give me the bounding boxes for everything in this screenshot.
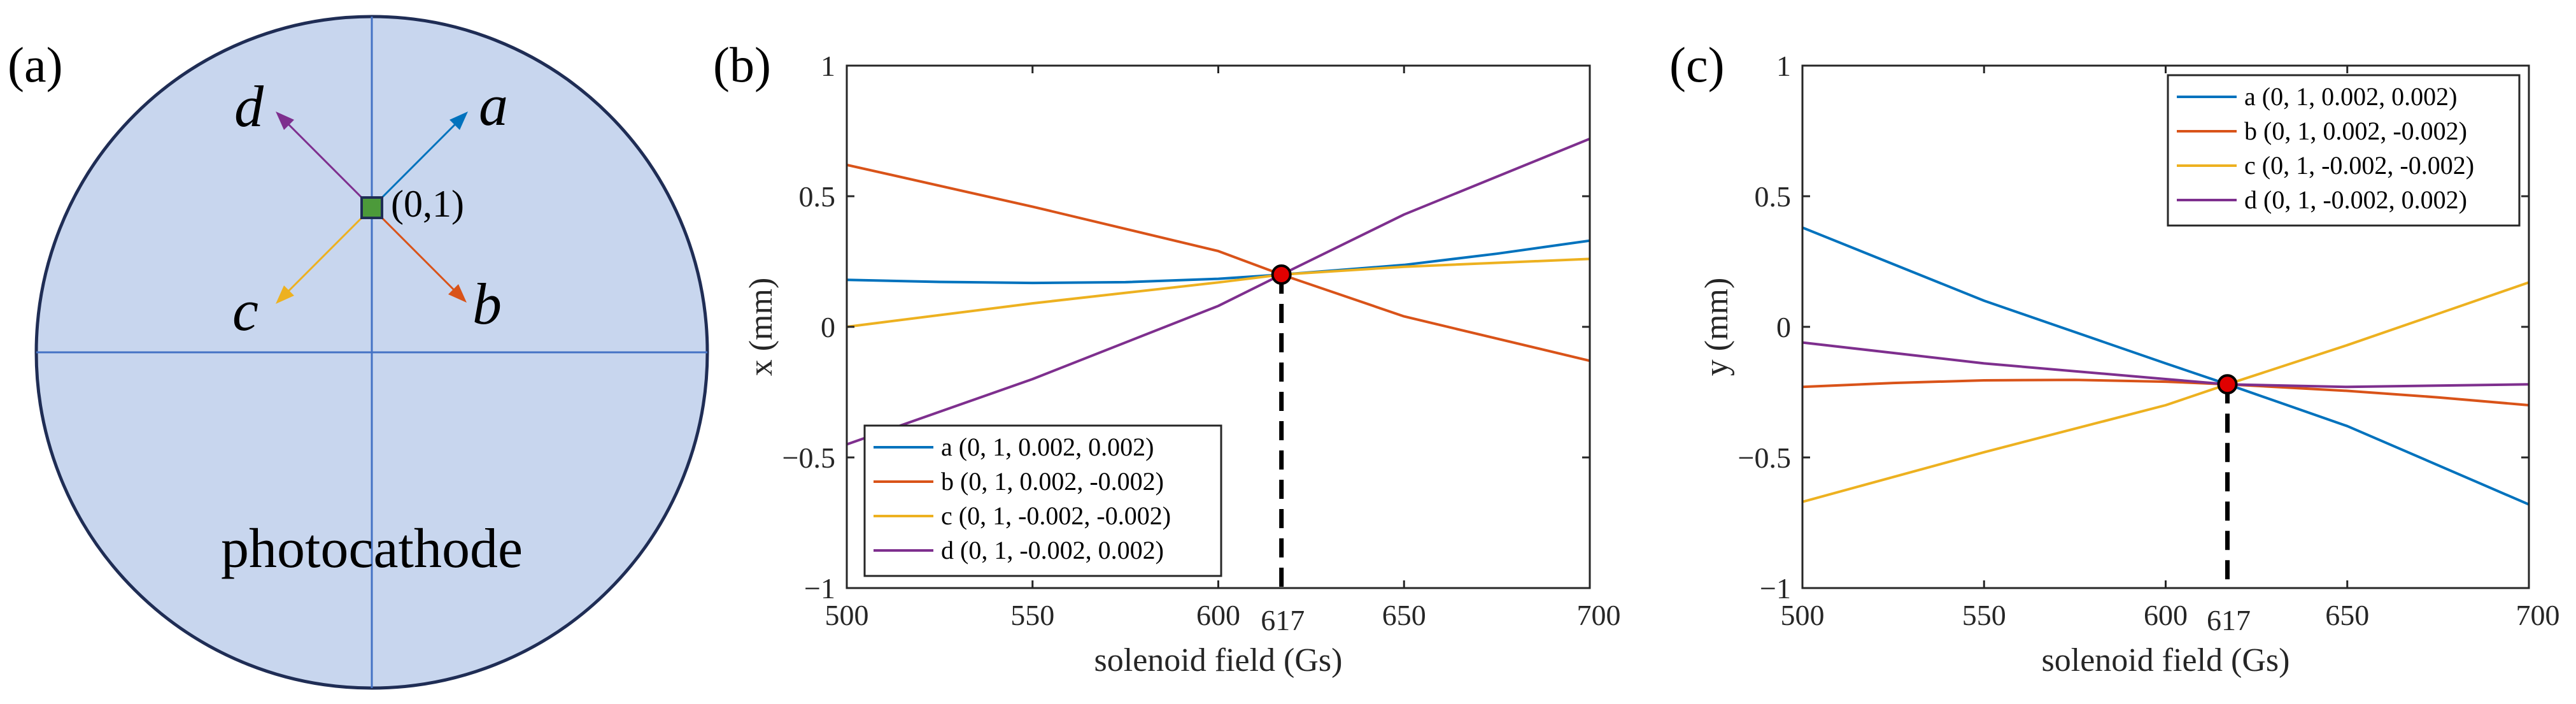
vector-label-a: a — [479, 73, 508, 138]
crossing-tick-label: 617 — [2207, 604, 2251, 636]
vector-label-b: b — [472, 271, 502, 336]
x-tick-label: 600 — [1196, 599, 1240, 631]
x-tick-label: 550 — [1010, 599, 1054, 631]
x-tick-label: 700 — [2516, 599, 2560, 631]
y-tick-label: 1 — [821, 50, 835, 82]
x-tick-label: 500 — [1781, 599, 1825, 631]
panel-label-c: (c) — [1669, 37, 1725, 92]
y-tick-label: 0 — [1776, 311, 1791, 343]
panel-label-a: (a) — [8, 37, 63, 92]
y-tick-label: 0 — [821, 311, 835, 343]
vector-label-c: c — [232, 278, 258, 343]
legend: a (0, 1, 0.002, 0.002) b (0, 1, 0.002, -0… — [2167, 74, 2521, 227]
y-tick-label: 1 — [1776, 50, 1791, 82]
y-axis-label: y (mm) — [1699, 278, 1735, 377]
vector-c-arrow — [276, 206, 373, 304]
x-tick-label: 550 — [1962, 599, 2006, 631]
photocathode-diagram: (a) a b c d (0,1) photocathode — [8, 15, 709, 690]
x-tick-label: 600 — [2144, 599, 2188, 631]
legend-entry-a: a (0, 1, 0.002, 0.002) — [941, 433, 1154, 461]
crossing-point-marker — [2217, 374, 2238, 395]
series-line-b — [1802, 378, 2529, 406]
x-axis-label: solenoid field (Gs) — [1094, 642, 1343, 679]
y-tick-label: −0.5 — [782, 442, 835, 474]
vector-d-arrow — [276, 111, 373, 209]
source-coordinate-label: (0,1) — [391, 183, 464, 225]
series-line-a — [1802, 226, 2529, 506]
series-line-a — [847, 239, 1590, 285]
series-group — [847, 137, 1590, 446]
series-group — [1802, 226, 2529, 506]
x-tick-label: 700 — [1577, 599, 1621, 631]
photocathode-caption: photocathode — [221, 518, 523, 580]
crossing-tick-label: 617 — [1261, 604, 1305, 636]
y-axis-label: x (mm) — [743, 278, 779, 377]
vector-a-arrow — [371, 111, 468, 209]
x-tick-label: 650 — [1382, 599, 1426, 631]
source-point-marker — [360, 196, 383, 219]
series-line-d — [847, 137, 1590, 446]
series-line-b — [847, 163, 1590, 363]
legend: a (0, 1, 0.002, 0.002) b (0, 1, 0.002, -0… — [863, 424, 1222, 577]
x-tick-label: 650 — [2325, 599, 2369, 631]
series-line-c — [847, 257, 1590, 328]
y-position-chart: (c) 500 550 600 650 700 617 −1 −0.5 0 0.5 1 solenoid… — [1669, 37, 2560, 679]
legend-entry-b: b (0, 1, 0.002, -0.002) — [2244, 117, 2467, 145]
vector-b-arrow — [371, 206, 467, 303]
y-tick-label: 0.5 — [799, 180, 836, 213]
legend-entry-d: d (0, 1, -0.002, 0.002) — [941, 536, 1164, 564]
series-line-c — [1802, 281, 2529, 503]
y-tick-label: 0.5 — [1755, 180, 1792, 213]
legend-entry-b: b (0, 1, 0.002, -0.002) — [941, 467, 1164, 496]
legend-box — [863, 424, 1222, 577]
legend-entry-d: d (0, 1, -0.002, 0.002) — [2244, 185, 2467, 214]
y-tick-label: −1 — [804, 572, 835, 605]
y-tick-label: −1 — [1760, 572, 1791, 605]
legend-entry-a: a (0, 1, 0.002, 0.002) — [2244, 82, 2457, 111]
x-tick-label: 500 — [825, 599, 869, 631]
x-position-chart: (b) 500 550 600 650 700 617 −1 −0.5 0 0.5 1 solenoid… — [713, 37, 1621, 679]
x-axis-label: solenoid field (Gs) — [2042, 642, 2290, 679]
y-tick-label: −0.5 — [1738, 442, 1791, 474]
series-line-d — [1802, 341, 2529, 389]
crossing-point-marker — [1271, 264, 1292, 285]
legend-entry-c: c (0, 1, -0.002, -0.002) — [2244, 151, 2474, 180]
panel-label-b: (b) — [713, 37, 771, 92]
vector-label-d: d — [234, 74, 264, 139]
legend-entry-c: c (0, 1, -0.002, -0.002) — [941, 501, 1171, 530]
